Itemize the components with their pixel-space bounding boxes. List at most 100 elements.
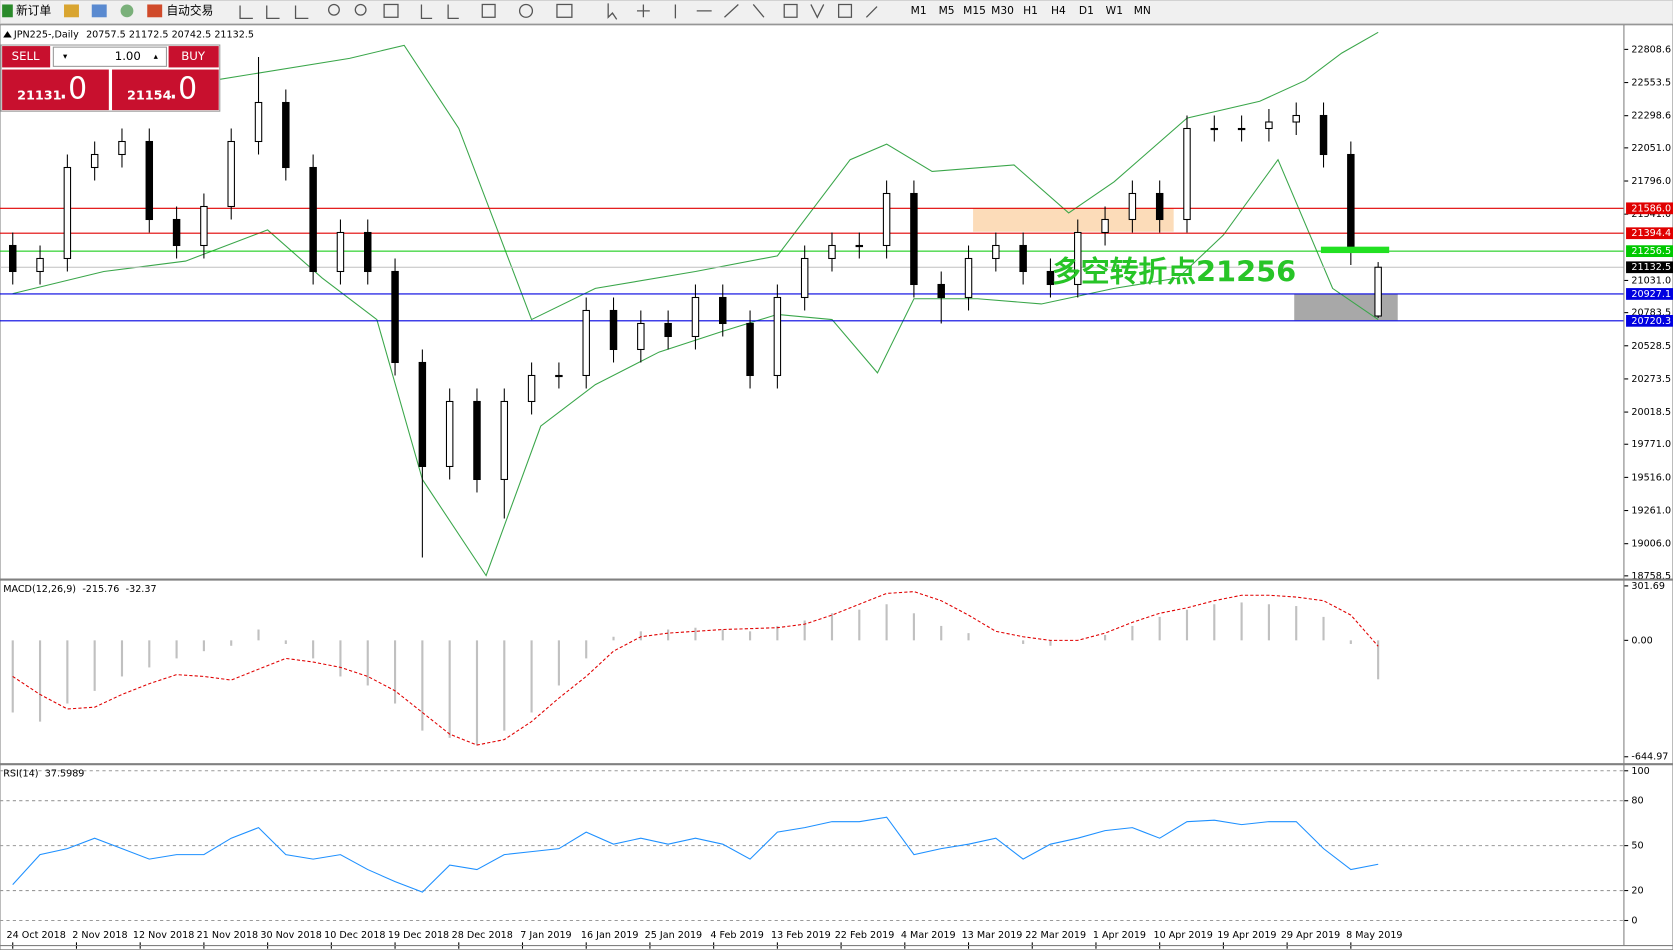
y-tick-label: 80 bbox=[1631, 796, 1643, 807]
price-level-label: 21394.4 bbox=[1631, 228, 1671, 239]
chart-header: JPN225-,Daily 20757.5 21172.5 20742.5 21… bbox=[13, 29, 254, 40]
scroll-icons[interactable] bbox=[420, 4, 459, 19]
price-level-tag bbox=[1626, 261, 1673, 274]
y-tick-label: 50 bbox=[1631, 841, 1643, 852]
x-tick-label: 22 Mar 2019 bbox=[1025, 930, 1086, 941]
x-tick-label: 16 Jan 2019 bbox=[581, 930, 639, 941]
timeframe-button[interactable]: H1 bbox=[1023, 4, 1038, 17]
lot-input[interactable] bbox=[52, 46, 167, 67]
lot-down[interactable]: ▾ bbox=[63, 52, 68, 62]
candle-body bbox=[418, 361, 427, 468]
y-tick-label: 20273.5 bbox=[1631, 374, 1671, 385]
timeframe-button[interactable]: M30 bbox=[991, 4, 1014, 17]
candle-body bbox=[555, 374, 563, 378]
candle-body bbox=[1101, 218, 1109, 234]
candle-body bbox=[582, 309, 590, 377]
y-tick-label: 19771.0 bbox=[1631, 439, 1671, 450]
toolbar-icons bbox=[239, 3, 878, 20]
x-tick-label: 25 Jan 2019 bbox=[645, 930, 703, 941]
x-tick-label: 13 Mar 2019 bbox=[962, 930, 1023, 941]
candle-body bbox=[828, 244, 836, 260]
candle-body bbox=[1374, 266, 1382, 317]
tool-icon[interactable] bbox=[64, 4, 79, 18]
rsi-title: RSI(14) bbox=[3, 769, 38, 780]
bid-price[interactable]: 21131 bbox=[17, 89, 62, 104]
y-tick-label: 21796.0 bbox=[1631, 176, 1671, 187]
candle-body bbox=[992, 244, 1000, 260]
tile-icon[interactable] bbox=[383, 3, 399, 18]
timeframe-button[interactable]: M1 bbox=[911, 4, 927, 17]
ask-fraction[interactable]: .0 bbox=[169, 71, 198, 106]
auto-trading-icon[interactable] bbox=[147, 4, 163, 18]
y-tick-label: 19006.0 bbox=[1631, 539, 1671, 550]
candle-body bbox=[882, 192, 891, 247]
x-tick-label: 10 Apr 2019 bbox=[1153, 930, 1212, 941]
price-level-tag bbox=[1626, 288, 1673, 300]
x-tick-label: 21 Nov 2018 bbox=[197, 930, 258, 941]
candle-body bbox=[172, 218, 181, 247]
drawing-tools[interactable] bbox=[607, 3, 878, 20]
timeframe-button[interactable]: M5 bbox=[939, 4, 955, 17]
upper-band bbox=[12, 31, 1379, 321]
candle-body bbox=[1265, 121, 1273, 130]
candle-body bbox=[445, 400, 454, 468]
price-panel: 22808.6 22553.5 22298.6 22051.0 21796.0 21541… bbox=[0, 31, 1673, 949]
candle-body bbox=[9, 244, 17, 273]
buy-label[interactable]: BUY bbox=[181, 49, 206, 63]
ohlc-high: 21172.5 bbox=[129, 29, 169, 40]
candle-body bbox=[336, 231, 345, 273]
zoom-in[interactable] bbox=[327, 3, 340, 16]
new-order-icon[interactable] bbox=[2, 4, 13, 18]
ask-box[interactable] bbox=[112, 69, 219, 111]
tool-icon[interactable] bbox=[120, 4, 134, 18]
timeframe-button[interactable]: MN bbox=[1134, 4, 1151, 17]
period-icon[interactable] bbox=[518, 3, 534, 18]
lot-up[interactable]: ▴ bbox=[154, 52, 159, 62]
y-tick-label: 0 bbox=[1631, 916, 1637, 927]
timeframe-button[interactable]: M15 bbox=[963, 4, 986, 17]
x-tick-label: 7 Jan 2019 bbox=[520, 930, 571, 941]
x-tick-label: 24 Oct 2018 bbox=[7, 930, 66, 941]
zoom-out[interactable] bbox=[354, 3, 367, 16]
lot-value[interactable]: 1.00 bbox=[115, 49, 141, 63]
template-icon[interactable] bbox=[556, 3, 573, 18]
sell-label[interactable]: SELL bbox=[12, 49, 40, 63]
new-order-button[interactable]: 新订单 bbox=[16, 3, 51, 17]
y-tick-label: 0.00 bbox=[1631, 635, 1652, 646]
x-tick-label: 29 Apr 2019 bbox=[1281, 930, 1340, 941]
candle-body bbox=[1347, 153, 1355, 253]
candle-body bbox=[36, 257, 44, 273]
timeframe-button[interactable]: H4 bbox=[1051, 4, 1066, 17]
ask-price[interactable]: 21154 bbox=[127, 89, 172, 104]
candle-body bbox=[1128, 192, 1137, 221]
tool-icon[interactable] bbox=[91, 4, 107, 18]
candle-body bbox=[1292, 114, 1300, 123]
resistance-zone bbox=[973, 208, 1174, 232]
y-tick-label: 19261.0 bbox=[1631, 506, 1671, 517]
chart-type-icons[interactable] bbox=[239, 5, 309, 19]
sell-button[interactable] bbox=[2, 46, 51, 68]
timeframe-button[interactable]: D1 bbox=[1079, 4, 1094, 17]
price-level-label: 21256.5 bbox=[1631, 246, 1671, 257]
candle-body bbox=[282, 101, 290, 169]
candle-body bbox=[1155, 192, 1164, 221]
pivot-marker bbox=[1320, 246, 1390, 254]
bid-fraction[interactable]: .0 bbox=[59, 71, 88, 106]
price-level-label: 20927.1 bbox=[1631, 289, 1671, 300]
price-level-tag bbox=[1626, 245, 1673, 258]
candle-body bbox=[1210, 127, 1219, 131]
auto-trading-button[interactable]: 自动交易 bbox=[166, 3, 213, 17]
indicator-icon[interactable] bbox=[481, 3, 496, 18]
x-tick-label: 28 Dec 2018 bbox=[452, 930, 513, 941]
y-tick-label: 100 bbox=[1631, 766, 1649, 777]
candle-body bbox=[527, 374, 536, 403]
price-level-tag bbox=[1626, 227, 1673, 240]
y-tick-label: 21031.0 bbox=[1631, 275, 1671, 286]
buy-button[interactable] bbox=[168, 46, 219, 68]
x-tick-label: 1 Apr 2019 bbox=[1093, 930, 1146, 941]
bid-box[interactable] bbox=[2, 69, 109, 111]
timeframe-button[interactable]: W1 bbox=[1106, 4, 1123, 17]
candle-body bbox=[637, 322, 645, 351]
candle-body bbox=[90, 153, 99, 169]
